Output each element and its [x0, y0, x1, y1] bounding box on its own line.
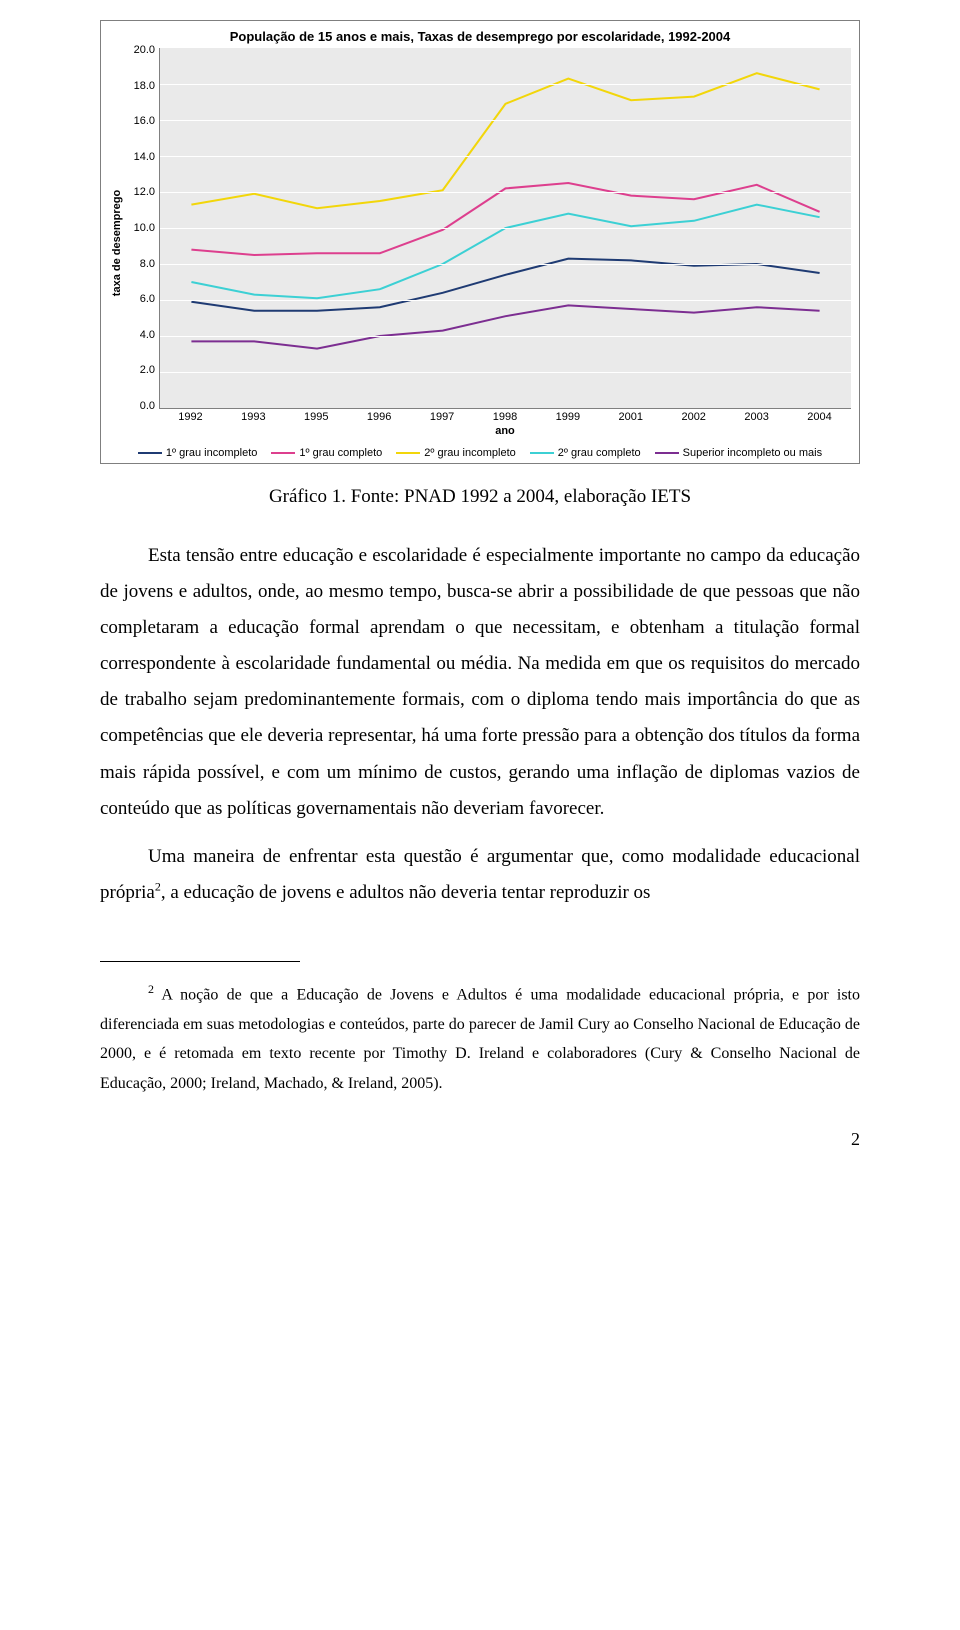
legend-label: 1º grau completo: [299, 447, 382, 459]
y-tick: 2.0: [125, 364, 155, 376]
x-tick: 2003: [725, 411, 788, 423]
grid-line: [160, 156, 851, 157]
y-tick: 10.0: [125, 222, 155, 234]
x-axis-ticks: 1992199319951996199719981999200120022003…: [159, 411, 851, 423]
body-text: Esta tensão entre educação e escolaridad…: [100, 538, 860, 911]
footnote-separator: [100, 961, 300, 962]
series-1º grau incompleto: [191, 259, 819, 311]
grid-line: [160, 372, 851, 373]
x-tick: 1992: [159, 411, 222, 423]
series-2º grau completo: [191, 205, 819, 299]
y-tick: 18.0: [125, 80, 155, 92]
p2-post: , a educação de jovens e adultos não dev…: [161, 882, 651, 903]
plot-area: [159, 48, 851, 409]
page-number: 2: [100, 1129, 860, 1150]
footnote-2: 2 A noção de que a Educação de Jovens e …: [100, 978, 860, 1099]
legend-swatch: [271, 452, 295, 454]
y-tick: 12.0: [125, 186, 155, 198]
grid-line: [160, 84, 851, 85]
legend-swatch: [530, 452, 554, 454]
legend-item: 2º grau completo: [530, 447, 641, 459]
grid-line: [160, 336, 851, 337]
y-tick: 8.0: [125, 258, 155, 270]
series-1º grau completo: [191, 183, 819, 255]
y-tick: 4.0: [125, 329, 155, 341]
series-Superior incompleto ou mais: [191, 305, 819, 348]
legend-item: 1º grau completo: [271, 447, 382, 459]
grid-line: [160, 300, 851, 301]
x-axis-label: ano: [159, 425, 851, 437]
paragraph-1: Esta tensão entre educação e escolaridad…: [100, 538, 860, 827]
x-tick: 2004: [788, 411, 851, 423]
y-tick: 0.0: [125, 400, 155, 412]
chart-title: População de 15 anos e mais, Taxas de de…: [109, 29, 851, 44]
chart-legend: 1º grau incompleto 1º grau completo 2º gra…: [109, 443, 851, 459]
y-tick: 14.0: [125, 151, 155, 163]
x-tick: 1993: [222, 411, 285, 423]
paragraph-2: Uma maneira de enfrentar esta questão é …: [100, 839, 860, 911]
grid-line: [160, 264, 851, 265]
grid-line: [160, 192, 851, 193]
y-axis-label-wrap: taxa de desemprego: [109, 48, 125, 437]
legend-item: 1º grau incompleto: [138, 447, 257, 459]
y-axis-ticks: 20.0 18.0 16.0 14.0 12.0 10.0 8.0 6.0 4.0 2.0 0.0: [125, 44, 159, 412]
x-tick: 1999: [536, 411, 599, 423]
x-tick: 2001: [599, 411, 662, 423]
grid-line: [160, 120, 851, 121]
y-tick: 6.0: [125, 293, 155, 305]
y-axis-label: taxa de desemprego: [111, 189, 123, 295]
legend-swatch: [655, 452, 679, 454]
figure-caption: Gráfico 1. Fonte: PNAD 1992 a 2004, elab…: [100, 486, 860, 508]
x-tick: 2002: [662, 411, 725, 423]
x-tick: 1996: [348, 411, 411, 423]
x-tick: 1995: [285, 411, 348, 423]
y-tick: 20.0: [125, 44, 155, 56]
legend-label: 2º grau completo: [558, 447, 641, 459]
legend-item: Superior incompleto ou mais: [655, 447, 822, 459]
grid-line: [160, 228, 851, 229]
footnote-text: A noção de que a Educação de Jovens e Ad…: [100, 986, 860, 1092]
x-tick: 1997: [411, 411, 474, 423]
x-tick: 1998: [474, 411, 537, 423]
legend-swatch: [138, 452, 162, 454]
legend-label: Superior incompleto ou mais: [683, 447, 822, 459]
unemployment-chart: População de 15 anos e mais, Taxas de de…: [100, 20, 860, 464]
legend-label: 2º grau incompleto: [424, 447, 515, 459]
legend-label: 1º grau incompleto: [166, 447, 257, 459]
legend-swatch: [396, 452, 420, 454]
y-tick: 16.0: [125, 115, 155, 127]
legend-item: 2º grau incompleto: [396, 447, 515, 459]
